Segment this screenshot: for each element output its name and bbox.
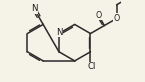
Text: N: N [56, 27, 63, 36]
Text: O: O [95, 11, 101, 20]
Text: O: O [114, 14, 120, 23]
Text: N: N [31, 4, 38, 13]
Text: Cl: Cl [87, 62, 96, 71]
